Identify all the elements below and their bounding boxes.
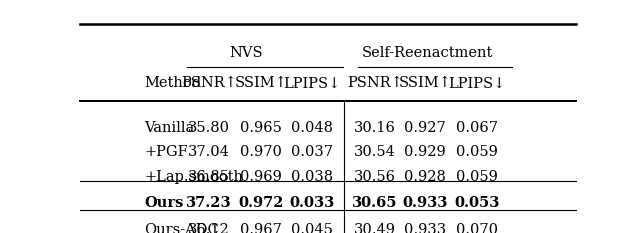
Text: PSNR↑: PSNR↑ xyxy=(347,76,403,90)
Text: 0.048: 0.048 xyxy=(291,121,333,135)
Text: 0.933: 0.933 xyxy=(402,196,447,210)
Text: Self-Reenactment: Self-Reenactment xyxy=(362,46,493,60)
Text: SSIM↑: SSIM↑ xyxy=(398,76,451,90)
Text: +Lap.smooth: +Lap.smooth xyxy=(145,170,243,184)
Text: LPIPS↓: LPIPS↓ xyxy=(284,76,341,90)
Text: 0.033: 0.033 xyxy=(289,196,335,210)
Text: 30.65: 30.65 xyxy=(353,196,398,210)
Text: 0.070: 0.070 xyxy=(456,223,498,233)
Text: 0.927: 0.927 xyxy=(404,121,445,135)
Text: Ours-ADC: Ours-ADC xyxy=(145,223,220,233)
Text: +PGF: +PGF xyxy=(145,145,188,159)
Text: 30.56: 30.56 xyxy=(354,170,396,184)
Text: 0.038: 0.038 xyxy=(291,170,333,184)
Text: 37.04: 37.04 xyxy=(188,145,230,159)
Text: Method: Method xyxy=(145,76,202,90)
Text: 30.54: 30.54 xyxy=(354,145,396,159)
Text: 0.053: 0.053 xyxy=(454,196,499,210)
Text: 30,49: 30,49 xyxy=(354,223,396,233)
Text: LPIPS↓: LPIPS↓ xyxy=(448,76,506,90)
Text: 0.059: 0.059 xyxy=(456,145,498,159)
Text: 0,933: 0,933 xyxy=(404,223,446,233)
Text: 30.16: 30.16 xyxy=(354,121,396,135)
Text: 0.059: 0.059 xyxy=(456,170,498,184)
Text: Ours: Ours xyxy=(145,196,184,210)
Text: 0.045: 0.045 xyxy=(291,223,333,233)
Text: 36.85: 36.85 xyxy=(188,170,230,184)
Text: 37.23: 37.23 xyxy=(186,196,232,210)
Text: 0.037: 0.037 xyxy=(291,145,333,159)
Text: 0.969: 0.969 xyxy=(240,170,282,184)
Text: 0.928: 0.928 xyxy=(404,170,445,184)
Text: 36.12: 36.12 xyxy=(188,223,230,233)
Text: 0.967: 0.967 xyxy=(240,223,282,233)
Text: PSNR↑: PSNR↑ xyxy=(181,76,237,90)
Text: 0.972: 0.972 xyxy=(238,196,284,210)
Text: NVS: NVS xyxy=(229,46,263,60)
Text: 0.929: 0.929 xyxy=(404,145,445,159)
Text: 0.067: 0.067 xyxy=(456,121,498,135)
Text: 0.970: 0.970 xyxy=(240,145,282,159)
Text: 35.80: 35.80 xyxy=(188,121,230,135)
Text: 0.965: 0.965 xyxy=(240,121,282,135)
Text: Vanilla: Vanilla xyxy=(145,121,195,135)
Text: SSIM↑: SSIM↑ xyxy=(235,76,287,90)
